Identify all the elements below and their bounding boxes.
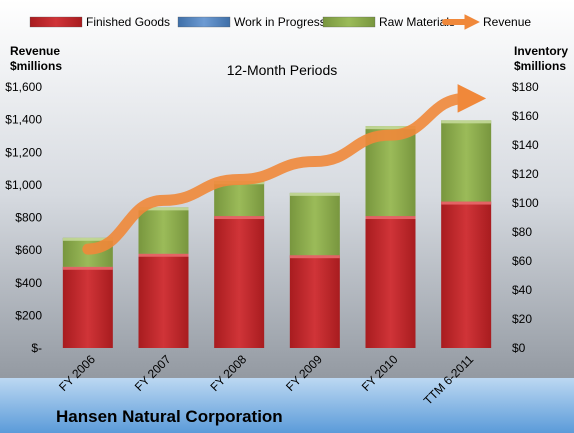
legend-label-work-in-progress: Work in Progress — [234, 15, 326, 29]
bar-finished-goods — [365, 216, 416, 348]
y-right-tick-label: $40 — [512, 283, 532, 297]
y-right-tick-label: $120 — [512, 167, 539, 181]
legend-label-finished-goods: Finished Goods — [86, 15, 170, 29]
y-right-tick-label: $60 — [512, 254, 532, 268]
legend-label-revenue: Revenue — [483, 15, 531, 29]
y-right-tick-label: $100 — [512, 196, 539, 210]
y-left-tick-label: $1,400 — [5, 113, 42, 127]
bar-raw-materials-cap — [138, 207, 189, 211]
legend-swatch-finished-goods — [29, 16, 83, 28]
revenue-line — [82, 84, 487, 255]
bar-raw-materials — [289, 192, 340, 256]
bar-raw-materials-cap — [441, 120, 492, 124]
bar-finished-goods-cap — [365, 216, 416, 220]
y-right-title-line2: $millions — [514, 59, 566, 73]
chart-subtitle: 12-Month Periods — [227, 62, 338, 78]
bar-raw-materials-cap — [365, 126, 416, 130]
legend-swatch-raw-materials — [322, 16, 376, 28]
company-title: Hansen Natural Corporation — [56, 407, 283, 426]
bar-raw-materials — [138, 207, 189, 254]
bar-finished-goods-cap — [289, 255, 340, 259]
y-left-tick-label: $400 — [15, 276, 42, 290]
y-right-title-line1: Inventory — [514, 44, 568, 58]
y-right-tick-label: $180 — [512, 80, 539, 94]
y-left-tick-label: $200 — [15, 308, 42, 322]
y-left-tick-label: $1,600 — [5, 80, 42, 94]
y-right-axis: $0 $20 $40 $60 $80 $100 $120 $140 $160 $180 — [512, 80, 539, 355]
bar-finished-goods — [441, 201, 492, 348]
bar-finished-goods — [138, 253, 189, 348]
bar-raw-materials — [214, 181, 265, 217]
revenue-line-group — [82, 84, 487, 255]
bar-finished-goods — [62, 266, 113, 348]
bar-raw-materials-cap — [62, 237, 113, 241]
bar-finished-goods-cap — [214, 216, 265, 220]
y-left-tick-label: $1,200 — [5, 145, 42, 159]
legend-swatch-work-in-progress — [177, 16, 231, 28]
bar-finished-goods-cap — [441, 201, 492, 205]
bar-finished-goods — [214, 216, 265, 348]
y-right-tick-label: $20 — [512, 312, 532, 326]
bar-finished-goods — [289, 255, 340, 348]
bar-finished-goods-cap — [62, 266, 113, 270]
y-right-tick-label: $160 — [512, 109, 539, 123]
y-right-tick-label: $140 — [512, 138, 539, 152]
y-left-tick-label: $- — [31, 341, 42, 355]
bar-raw-materials-cap — [289, 192, 340, 196]
bars-group — [62, 120, 492, 348]
chart-footer-band — [0, 378, 574, 433]
legend: Finished Goods Work in Progress Raw Materi… — [29, 14, 531, 30]
y-right-tick-label: $80 — [512, 225, 532, 239]
y-left-tick-label: $1,000 — [5, 178, 42, 192]
y-left-tick-label: $800 — [15, 211, 42, 225]
y-left-tick-label: $600 — [15, 243, 42, 257]
y-right-tick-label: $0 — [512, 341, 526, 355]
bar-raw-materials — [441, 120, 492, 202]
y-left-title-line2: $millions — [10, 59, 62, 73]
bar-finished-goods-cap — [138, 253, 189, 257]
legend-label-raw-materials: Raw Materials — [379, 15, 455, 29]
y-left-axis: $- $200 $400 $600 $800 $1,000 $1,200 $1,400 $1,6… — [5, 80, 42, 355]
y-left-title-line1: Revenue — [10, 44, 60, 58]
